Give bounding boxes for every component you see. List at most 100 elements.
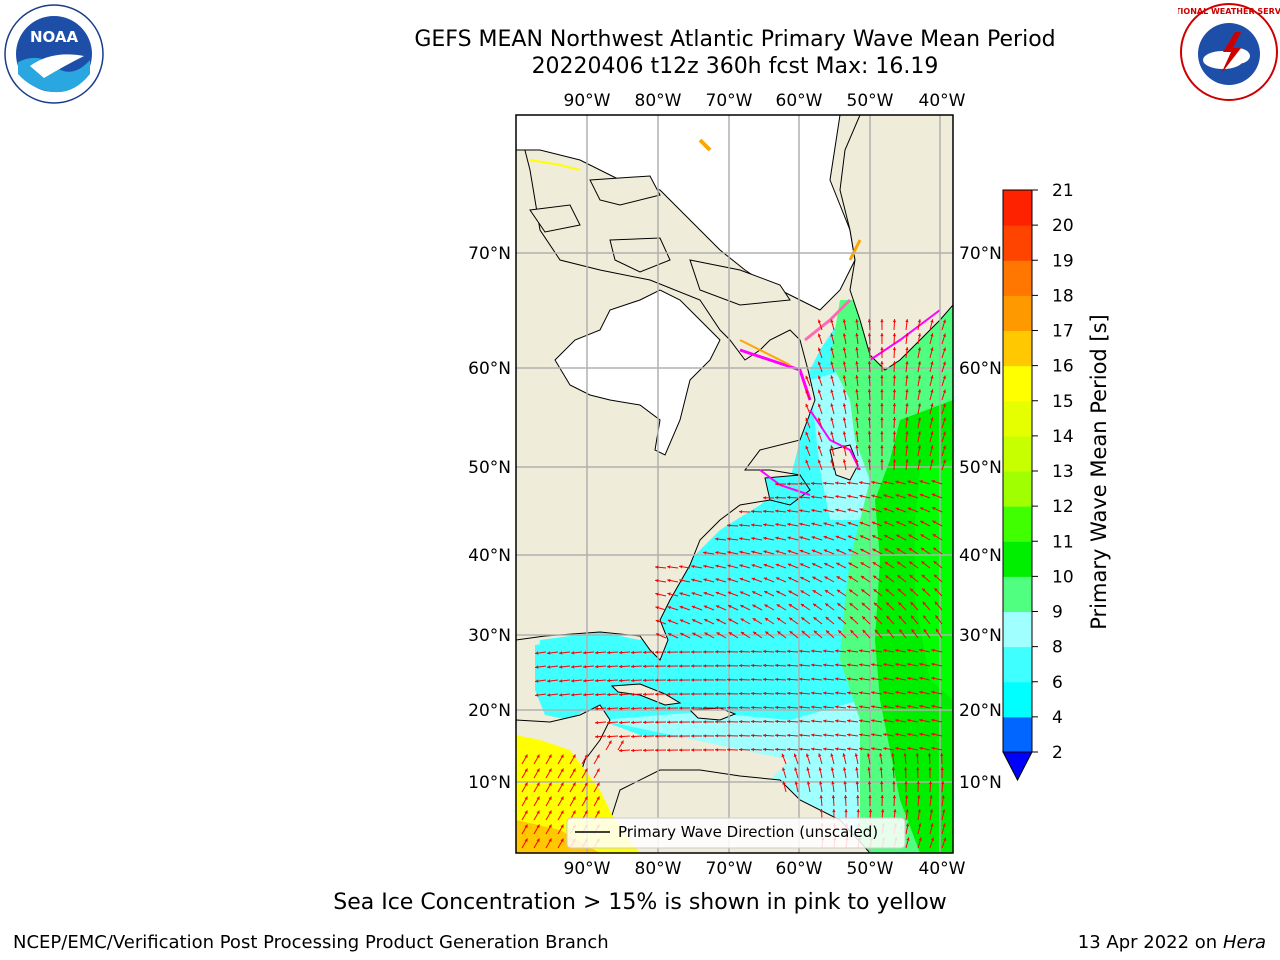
wave-direction-arrowhead	[739, 510, 743, 514]
colorbar	[1002, 189, 1033, 782]
colorbar-segment	[1003, 611, 1032, 648]
wave-direction-arrowhead	[728, 618, 732, 622]
wave-direction-arrowhead	[823, 691, 827, 695]
wave-direction-arrowhead	[620, 740, 624, 744]
wave-direction-arrowhead	[817, 431, 822, 435]
wave-direction-arrowhead	[805, 417, 809, 422]
wave-direction-arrowhead	[854, 753, 858, 757]
wave-direction-arrowhead	[927, 753, 932, 757]
wave-direction-arrowhead	[703, 591, 707, 596]
wave-direction-arrowhead	[905, 459, 909, 463]
wave-direction-arrowhead	[679, 650, 683, 654]
colorbar-tick-label: 21	[1052, 181, 1074, 201]
wave-direction-arrowhead	[667, 650, 671, 654]
wave-direction-arrowhead	[832, 809, 836, 813]
wave-direction-arrowhead	[559, 651, 563, 655]
wave-direction-arrowhead	[817, 333, 822, 337]
chart-subtitle: 20220406 t12z 360h fcst Max: 16.19	[531, 54, 939, 79]
wave-direction-arrowhead	[595, 665, 599, 669]
wave-direction-arrowhead	[920, 520, 924, 524]
wave-direction-arrowhead	[595, 707, 599, 711]
wave-direction-arrowhead	[867, 403, 872, 407]
wave-direction-arrowhead	[739, 577, 744, 581]
lon-label-bottom: 80°W	[635, 859, 682, 879]
wave-direction-arrowhead	[763, 733, 767, 738]
wave-direction-arrowhead	[917, 347, 922, 351]
wave-direction-arrowhead	[932, 507, 936, 511]
wave-direction-arrowhead	[655, 619, 660, 623]
wave-direction-arrowhead	[871, 521, 876, 525]
wave-direction-arrowhead	[813, 617, 817, 621]
wave-direction-arrowhead	[942, 823, 946, 827]
wave-direction-arrowhead	[903, 767, 908, 771]
wave-direction-arrowhead	[943, 837, 947, 842]
wave-direction-arrowhead	[848, 562, 852, 566]
wave-direction-arrowhead	[559, 665, 563, 669]
wave-direction-arrowhead	[595, 735, 599, 739]
wave-direction-arrowhead	[547, 679, 551, 683]
wave-direction-arrowhead	[820, 809, 824, 813]
wave-direction-arrowhead	[835, 719, 839, 723]
wave-direction-arrowhead	[830, 347, 834, 351]
wave-direction-arrowhead	[727, 692, 731, 696]
wave-direction-arrowhead	[836, 549, 840, 553]
wave-direction-arrowhead	[787, 482, 791, 486]
wave-direction-arrowhead	[817, 417, 822, 421]
wave-direction-arrowhead	[823, 535, 828, 539]
wave-direction-arrowhead	[775, 536, 779, 540]
map-legend: Primary Wave Direction (unscaled)	[566, 817, 906, 849]
wave-direction-arrowhead	[751, 677, 755, 682]
wave-direction-arrowhead	[763, 677, 767, 682]
wave-direction-arrowhead	[751, 509, 755, 514]
colorbar-tick-label: 2	[1052, 743, 1063, 763]
wave-direction-arrowhead	[930, 333, 934, 337]
wave-direction-arrowhead	[892, 431, 897, 435]
wave-direction-arrowhead	[631, 678, 635, 683]
wave-direction-arrowhead	[896, 548, 901, 552]
wave-direction-arrowhead	[583, 693, 587, 697]
wave-direction-arrowhead	[892, 347, 897, 351]
wave-direction-arrowhead	[781, 753, 785, 758]
wave-direction-arrowhead	[619, 664, 623, 669]
wave-direction-arrowhead	[811, 719, 815, 723]
wave-direction-arrowhead	[905, 319, 909, 323]
colorbar-segment	[1003, 190, 1032, 226]
wave-direction-arrowhead	[763, 509, 767, 513]
wave-direction-arrowhead	[847, 494, 851, 499]
wave-direction-arrowhead	[931, 704, 935, 708]
wave-direction-arrowhead	[818, 753, 822, 757]
wave-direction-arrowhead	[873, 589, 877, 593]
wave-direction-arrowhead	[931, 690, 935, 694]
wave-direction-arrowhead	[655, 678, 659, 682]
wave-direction-arrowhead	[942, 459, 946, 463]
wave-direction-arrowhead	[931, 732, 935, 736]
wave-direction-arrowhead	[930, 417, 934, 421]
wave-direction-arrowhead	[631, 664, 635, 669]
wave-direction-arrowhead	[831, 781, 835, 785]
wave-direction-arrowhead	[739, 720, 743, 724]
wave-direction-arrowhead	[703, 664, 707, 668]
wave-direction-arrowhead	[843, 795, 848, 799]
wave-direction-arrowhead	[740, 605, 744, 608]
colorbar-under-arrow	[1002, 751, 1033, 782]
wave-direction-arrowhead	[835, 522, 839, 526]
wave-direction-arrowhead	[805, 431, 809, 436]
wave-direction-arrowhead	[835, 663, 839, 667]
wave-direction-arrowhead	[930, 445, 934, 449]
legend-label: Primary Wave Direction (unscaled)	[618, 823, 878, 841]
wave-direction-arrowhead	[867, 347, 872, 351]
wave-direction-arrowhead	[572, 768, 576, 772]
colorbar-tick-label: 11	[1052, 532, 1074, 552]
wave-direction-arrowhead	[715, 591, 720, 595]
wave-direction-arrowhead	[643, 706, 647, 710]
wave-direction-arrowhead	[716, 618, 720, 622]
wave-direction-arrowhead	[859, 508, 863, 512]
wave-direction-arrowhead	[751, 663, 755, 668]
lat-label-left: 70°N	[468, 244, 511, 264]
wave-direction-arrowhead	[704, 619, 708, 623]
wave-direction-arrowhead	[799, 549, 804, 553]
wave-direction-arrowhead	[799, 649, 803, 653]
wave-direction-arrowhead	[679, 706, 683, 710]
wave-direction-arrowhead	[931, 479, 935, 484]
lon-label-bottom: 90°W	[564, 859, 611, 879]
